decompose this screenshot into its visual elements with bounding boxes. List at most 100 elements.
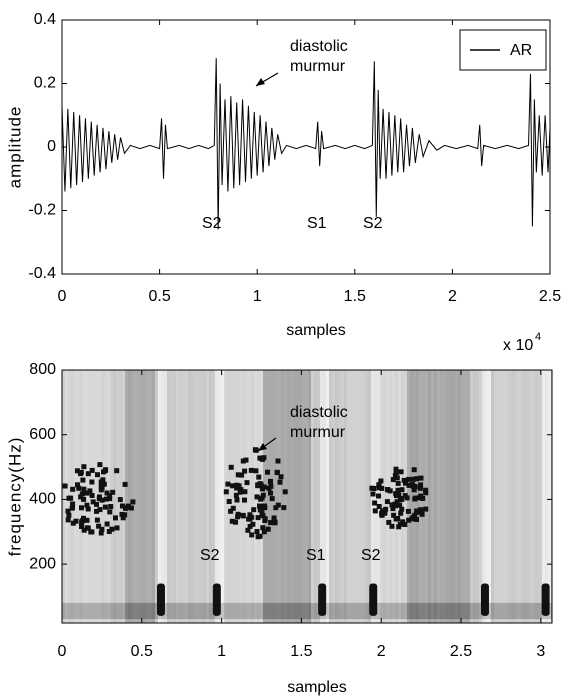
murmur-speckle — [97, 462, 103, 468]
spectrogram-band — [329, 602, 332, 620]
murmur-speckle — [423, 490, 429, 496]
spectrogram-band — [224, 602, 227, 620]
spectrogram-column — [119, 370, 122, 623]
spectrogram-band — [125, 602, 128, 620]
murmur-speckle — [418, 482, 424, 488]
spectrogram-band — [275, 602, 278, 620]
spectrogram-column — [152, 370, 155, 623]
plot-frame — [61, 369, 553, 624]
murmur-speckle — [393, 469, 399, 475]
spectrogram-column — [389, 370, 392, 623]
spectrogram-column — [335, 370, 338, 623]
spectrogram-band — [293, 602, 296, 620]
murmur-speckle — [254, 529, 260, 534]
murmur-speckle — [70, 501, 76, 507]
murmur-speckle — [418, 493, 424, 499]
spectrogram-band — [494, 602, 497, 620]
spectrogram-band — [536, 602, 539, 620]
spectrogram-band — [377, 602, 380, 620]
spectrogram-column — [473, 370, 476, 623]
murmur-speckle — [122, 481, 128, 487]
spectrogram-column — [503, 370, 506, 623]
annotation: murmur — [290, 424, 346, 441]
plot-area — [62, 58, 550, 230]
spectrogram-band — [140, 602, 143, 620]
spectrogram-band — [479, 602, 482, 620]
murmur-speckle — [108, 504, 114, 509]
murmur-speckle — [233, 492, 239, 498]
spectrogram-band — [176, 602, 179, 620]
murmur-speckle — [273, 505, 279, 511]
spectrogram-column — [104, 370, 107, 623]
spectrogram-band — [131, 602, 134, 620]
spectrogram-band — [308, 602, 311, 620]
spectrogram-band — [203, 602, 206, 620]
murmur-speckle — [79, 520, 85, 526]
y-tick-label: 0 — [47, 138, 56, 155]
spectrogram-band — [428, 602, 431, 620]
annotation: S2 — [202, 215, 222, 232]
murmur-speckle — [370, 491, 376, 497]
y-tick-label: 200 — [29, 555, 56, 572]
spectrogram-band — [455, 602, 458, 620]
murmur-speckle — [238, 487, 244, 493]
murmur-speckle — [260, 492, 266, 498]
spectrogram-column — [140, 370, 143, 623]
spectrogram-column — [383, 370, 386, 623]
murmur-speckle — [281, 505, 287, 511]
spectrogram-band — [182, 602, 185, 620]
spectrogram-column — [455, 370, 458, 623]
spectrogram-column — [239, 370, 242, 623]
spectrogram-band — [359, 602, 362, 620]
murmur-speckle — [372, 500, 378, 506]
spectrogram-column — [284, 370, 287, 623]
spectrogram-band — [509, 602, 512, 620]
murmur-speckle — [379, 511, 385, 517]
spectrogram-column — [446, 370, 449, 623]
murmur-speckle — [402, 522, 408, 527]
spectrogram-column — [290, 370, 293, 623]
murmur-speckle — [76, 485, 82, 491]
x-axis-label: samples — [287, 679, 347, 696]
spectrogram-band — [113, 602, 116, 620]
murmur-speckle — [104, 521, 110, 527]
x-scale-base: x 10 — [503, 337, 533, 354]
spectrogram-band — [128, 602, 131, 620]
murmur-speckle — [89, 493, 95, 498]
sound-blob — [480, 583, 489, 616]
spectrogram-band — [461, 602, 464, 620]
spectrogram-column — [434, 370, 437, 623]
y-tick-label: 800 — [29, 361, 56, 378]
spectrogram-band — [314, 602, 317, 620]
spectrogram-column — [521, 370, 524, 623]
murmur-speckle — [419, 511, 425, 517]
murmur-speckle — [399, 497, 405, 502]
murmur-speckle — [418, 507, 423, 513]
murmur-speckle — [99, 485, 105, 491]
spectrogram-column — [443, 370, 446, 623]
murmur-speckle — [274, 470, 280, 476]
spectrogram-band — [269, 602, 272, 620]
spectrogram-column — [467, 370, 470, 623]
spectrogram-column — [221, 370, 224, 623]
murmur-speckle — [70, 520, 76, 526]
murmur-speckle — [414, 476, 420, 482]
spectrogram-column — [116, 370, 119, 623]
murmur-speckle — [372, 508, 378, 514]
murmur-speckle — [407, 482, 413, 488]
spectrogram-band — [434, 602, 437, 620]
annotation: S2 — [361, 547, 381, 564]
spectrogram-band — [92, 602, 95, 620]
murmur-speckle — [406, 517, 412, 523]
murmur-speckle — [99, 497, 105, 503]
murmur-speckle — [235, 472, 241, 478]
murmur-speckle — [384, 499, 390, 505]
sound-blob — [369, 583, 378, 616]
spectrogram-column — [515, 370, 518, 623]
spectrogram-column — [536, 370, 539, 623]
spectrogram-column — [182, 370, 185, 623]
annotation: S2 — [363, 215, 383, 232]
spectrogram-band — [365, 602, 368, 620]
spectrogram-column — [542, 370, 545, 623]
murmur-speckle — [74, 468, 80, 474]
